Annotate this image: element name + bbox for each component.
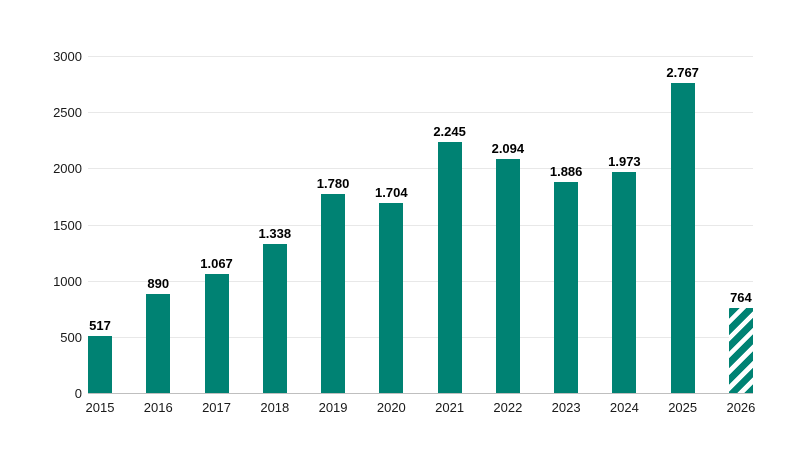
bar-group-2021: 2.245 2021 bbox=[433, 125, 466, 414]
bar-2024 bbox=[612, 172, 637, 394]
x-axis-tick-label: 2023 bbox=[551, 400, 581, 415]
bar-group-2023: 1.886 2023 bbox=[550, 165, 583, 414]
bar-2022 bbox=[495, 158, 520, 394]
bar-group-2018: 1.338 2018 bbox=[259, 227, 292, 414]
bar-group-2020: 1.704 2020 bbox=[375, 186, 408, 414]
gridline bbox=[88, 280, 753, 282]
bar-value-label: 2.767 bbox=[666, 65, 699, 81]
x-axis-line bbox=[88, 393, 753, 394]
y-axis-tick-label: 1000 bbox=[53, 273, 82, 289]
gridline bbox=[88, 168, 753, 170]
bar-value-label: 2.094 bbox=[491, 140, 525, 156]
x-axis-tick-label: 2018 bbox=[260, 400, 290, 415]
y-axis-tick-label: 3000 bbox=[53, 49, 82, 64]
x-axis-tick-label: 2017 bbox=[202, 400, 231, 415]
x-axis-tick-label: 2015 bbox=[85, 400, 115, 415]
bars: 517 2015 890 2016 1.067 2017 1.338 2018 1.780 201… bbox=[86, 57, 756, 414]
bar-2023 bbox=[554, 182, 579, 394]
bar-value-label: 1.780 bbox=[316, 176, 350, 192]
bar-value-label: 1.704 bbox=[375, 184, 408, 200]
gridline bbox=[88, 224, 753, 226]
bar-group-2026: 764 2026 bbox=[726, 291, 755, 414]
bar-2020 bbox=[379, 202, 404, 394]
bar-group-2022: 2.094 2022 bbox=[492, 142, 525, 414]
bar-value-label: 2.245 bbox=[433, 123, 466, 139]
bar-group-2019: 1.780 2019 bbox=[317, 177, 350, 414]
y-axis-tick-label: 2500 bbox=[53, 105, 82, 121]
bar-2018 bbox=[262, 243, 287, 394]
plot-area: 517 2015 890 2016 1.067 2017 1.338 2018 1.780 201… bbox=[86, 56, 756, 414]
bar-value-label: 1.338 bbox=[258, 225, 292, 241]
y-axis-tick-label: 500 bbox=[60, 329, 82, 345]
y-axis-tick-label: 2000 bbox=[53, 161, 82, 177]
x-axis-tick-label: 2021 bbox=[435, 400, 465, 415]
bar-2021 bbox=[437, 141, 462, 394]
gridline bbox=[88, 336, 753, 338]
bar-group-2025: 2.767 2025 bbox=[666, 66, 699, 414]
x-axis-tick-label: 2025 bbox=[668, 400, 698, 415]
bar-group-2024: 1.973 2024 bbox=[608, 155, 641, 414]
bar-value-label: 764 bbox=[730, 290, 752, 306]
bar-group-2016: 890 2016 bbox=[144, 277, 173, 414]
bar-2015 bbox=[88, 335, 112, 394]
y-axis-tick-label: 0 bbox=[74, 386, 82, 401]
bar-value-label: 890 bbox=[147, 276, 170, 292]
bar-2019 bbox=[321, 194, 346, 394]
bar-value-label: 1.973 bbox=[608, 154, 641, 170]
bar-2017 bbox=[204, 274, 229, 394]
bar-group-2015: 517 2015 bbox=[86, 319, 115, 414]
x-axis-tick-label: 2024 bbox=[609, 400, 639, 415]
bar-2025 bbox=[670, 83, 695, 394]
gridline bbox=[88, 112, 753, 114]
x-axis-tick-label: 2022 bbox=[493, 400, 523, 415]
x-axis-tick-label: 2020 bbox=[376, 400, 406, 415]
bar-value-label: 517 bbox=[89, 317, 111, 333]
bar-group-2017: 1.067 2017 bbox=[200, 257, 233, 414]
x-axis-tick-label: 2026 bbox=[726, 400, 756, 415]
bar-value-label: 1.067 bbox=[200, 256, 233, 272]
x-axis-tick-label: 2016 bbox=[143, 400, 173, 415]
bar-value-label: 1.886 bbox=[549, 164, 583, 180]
bar-hatched-2026 bbox=[728, 308, 753, 394]
x-axis-tick-label: 2019 bbox=[318, 400, 348, 415]
gridline bbox=[88, 56, 753, 57]
y-axis-tick-label: 1500 bbox=[53, 217, 82, 233]
bar-2016 bbox=[146, 294, 171, 394]
